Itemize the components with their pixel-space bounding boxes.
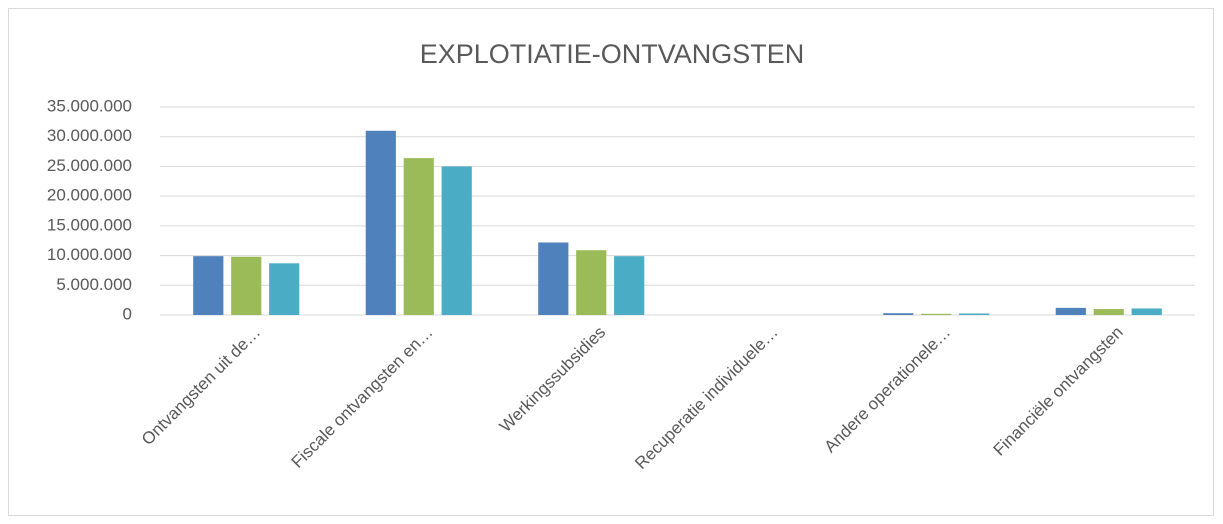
bar (231, 256, 262, 315)
y-tick-label: 5.000.000 (56, 275, 132, 294)
bar (403, 158, 434, 315)
bar (921, 313, 952, 315)
bar (959, 313, 990, 315)
bar (1131, 308, 1162, 315)
y-tick-label: 25.000.000 (47, 156, 132, 175)
bar (269, 263, 300, 315)
y-tick-label: 20.000.000 (47, 186, 132, 205)
bar (365, 130, 396, 315)
bar (441, 166, 472, 315)
y-tick-label: 35.000.000 (47, 96, 132, 115)
bar (193, 256, 224, 315)
bar (1093, 309, 1124, 315)
chart-border (8, 8, 1214, 516)
y-tick-label: 30.000.000 (47, 126, 132, 145)
bar (538, 242, 569, 315)
y-tick-label: 10.000.000 (47, 245, 132, 264)
bar (1055, 307, 1086, 315)
bar (576, 250, 607, 315)
y-tick-label: 0 (123, 304, 132, 323)
y-tick-label: 15.000.000 (47, 215, 132, 234)
bar (614, 256, 645, 315)
chart-title: EXPLOTIATIE-ONTVANGSTEN (420, 39, 805, 69)
bar (883, 313, 914, 315)
